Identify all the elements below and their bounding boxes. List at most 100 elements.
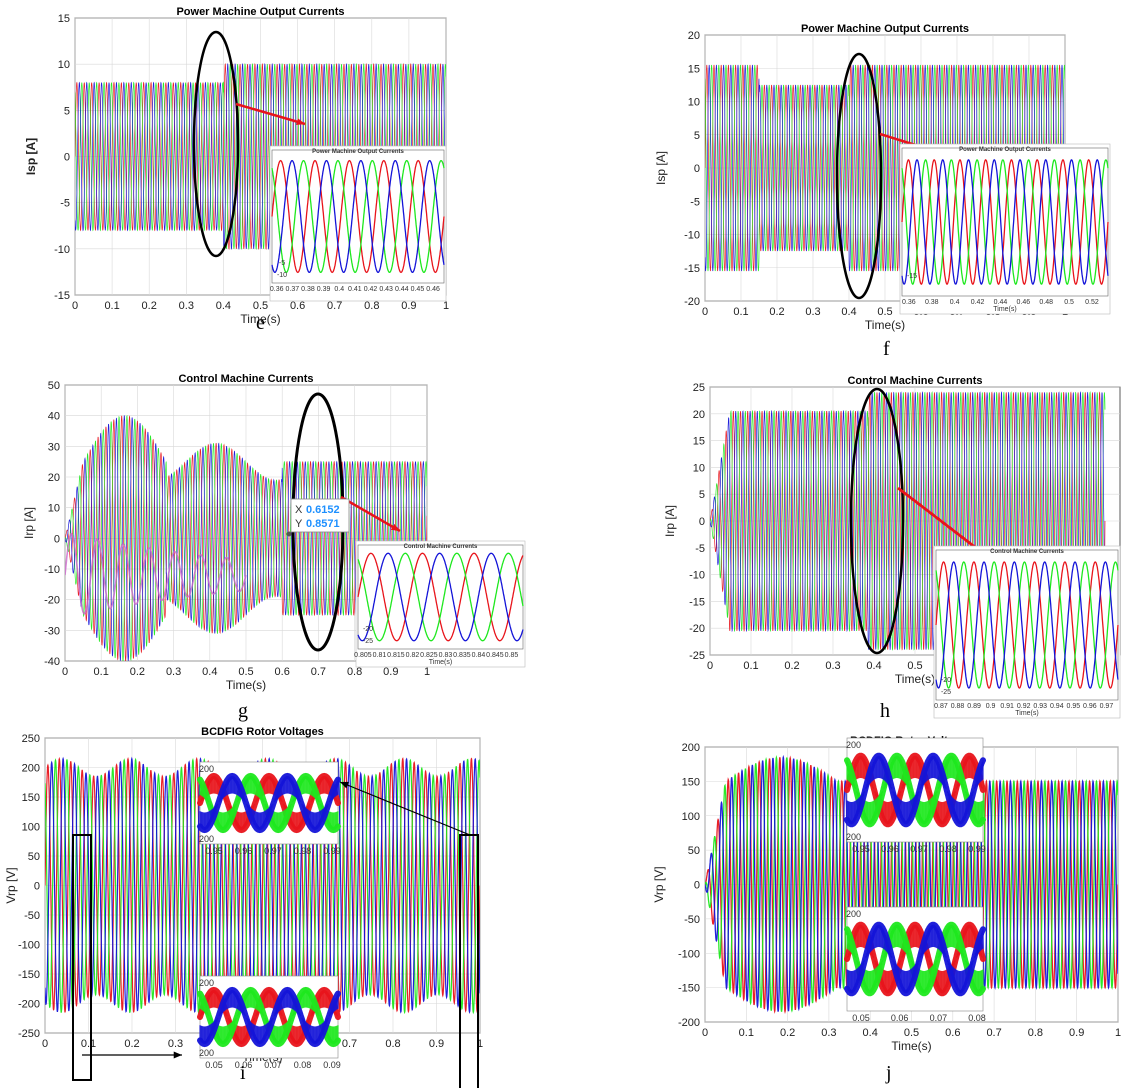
- y-tick-label: 20: [693, 409, 705, 421]
- inset-y-tick: -5: [279, 260, 285, 267]
- inset-x-tick: 0.845: [486, 652, 504, 659]
- y-tick-label: -40: [44, 656, 60, 668]
- inset-x-tick: 0.95: [852, 844, 870, 854]
- y-tick-label: -10: [689, 570, 705, 582]
- inset-x-tick: 0.835: [453, 652, 471, 659]
- y-tick-label: 5: [64, 105, 70, 117]
- x-axis-label: Time(s): [895, 672, 935, 686]
- inset-x-tick: 0.96: [1083, 703, 1097, 710]
- inset-y-tick: -15: [907, 273, 917, 280]
- data-tip-marker: [286, 531, 292, 537]
- arrow-shaft: [339, 781, 471, 836]
- inset-x-tick: 0.37: [286, 286, 300, 293]
- chart-f: 20151050-5-10-15-2000.10.20.30.40.50.60.…: [654, 23, 1111, 332]
- y-tick-label: 0: [694, 163, 700, 175]
- inset-y-tick: 200: [846, 740, 861, 750]
- y-tick-label: 20: [48, 472, 60, 484]
- chart-title: BCDFIG Rotor Voltages: [201, 726, 324, 738]
- x-axis-label: Time(s): [240, 312, 280, 326]
- connector-arrow-bottom: [82, 1051, 182, 1059]
- y-axis-label: Vrp [V]: [4, 867, 18, 903]
- inset-x-tick: 0.41: [348, 286, 362, 293]
- inset-x-tick: 0.93: [1033, 703, 1047, 710]
- inset-x-tick: 0.05: [852, 1013, 870, 1023]
- x-tick-label: 0: [72, 300, 78, 312]
- y-tick-label: 50: [48, 380, 60, 392]
- y-tick-label: 100: [22, 822, 40, 834]
- y-tick-label: 150: [22, 792, 40, 804]
- zoom-inset-bottom: 200 200 0.05 0.06 0.07 0.08 0.09: [197, 975, 341, 1070]
- y-tick-label: 100: [682, 811, 700, 823]
- inset-x-tick: 0.82: [406, 652, 420, 659]
- inset-series: [357, 552, 524, 642]
- y-axis-label: Isp [A]: [654, 151, 668, 185]
- x-tick-label: 0.5: [238, 666, 253, 678]
- y-tick-label: -50: [684, 914, 700, 926]
- x-tick-label: 0.4: [841, 306, 856, 318]
- y-tick-label: -15: [689, 596, 705, 608]
- y-tick-label: -25: [689, 650, 705, 662]
- x-tick-label: 0.5: [877, 306, 892, 318]
- zoom-inset-bottom: 200 0.05 0.06 0.07 0.08: [844, 906, 986, 1023]
- inset-x-tick: 0.81: [373, 652, 387, 659]
- chart-title: Control Machine Currents: [178, 373, 313, 385]
- y-tick-label: -100: [678, 948, 700, 960]
- x-tick-label: 0.8: [364, 300, 379, 312]
- inset-x-tick: 0.44: [395, 286, 409, 293]
- x-tick-label: 0: [42, 1038, 48, 1050]
- caption-i: i: [240, 1062, 246, 1084]
- inset-x-tick: 0.42: [364, 286, 378, 293]
- y-tick-label: -150: [678, 983, 700, 995]
- arrow-head: [296, 118, 305, 126]
- chart-panel-i: 250 200 150 100 50 0 -50 -100 -150 -200 -250 0 0.1 0.…: [0, 725, 560, 1088]
- arrow-head: [391, 523, 400, 531]
- y-tick-label: 200: [22, 763, 40, 775]
- x-tick-label: 0.5: [904, 1027, 919, 1039]
- inset-x-tick: 0.08: [294, 1060, 312, 1070]
- x-tick-label: 0.4: [863, 1027, 878, 1039]
- highlight-ellipse: [835, 52, 883, 300]
- inset-title: Control Machine Currents: [990, 549, 1064, 555]
- inset-series: [935, 561, 1119, 689]
- y-tick-label: 15: [693, 436, 705, 448]
- x-tick-label: 0: [62, 666, 68, 678]
- series-extra-group: [65, 532, 247, 615]
- inset-y-tick: -25: [941, 689, 951, 696]
- series-phase-a: [45, 756, 480, 1014]
- inset-series: [271, 159, 445, 274]
- highlight-ellipse: [192, 30, 240, 258]
- inset-y-tick: 200: [199, 764, 214, 774]
- x-tick-label: 0.5: [907, 660, 922, 672]
- caption-g: g: [238, 700, 248, 722]
- x-tick-label: 0: [702, 1027, 708, 1039]
- inset-series: [271, 160, 445, 273]
- x-tick-label: 0.1: [743, 660, 758, 672]
- x-tick-label: 0: [707, 660, 713, 672]
- chart-panel-h: 25 20 15 10 5 0 -5 -10 -15 -20 -25 0 0.1 0.2 0.3 0.4 0.5…: [600, 362, 1123, 727]
- x-tick-label: 0.2: [780, 1027, 795, 1039]
- x-tick-label: 0.7: [327, 300, 342, 312]
- inset-title: Power Machine Output Currents: [312, 149, 404, 155]
- inset-x-tick: 0.94: [1050, 703, 1064, 710]
- inset-x-tick: 0.4: [334, 286, 344, 293]
- x-tick-label: 0.3: [168, 1038, 183, 1050]
- inset-x-tick: 0.97: [264, 846, 282, 856]
- x-tick-label: 1: [443, 300, 449, 312]
- y-tick-label: 15: [58, 13, 70, 25]
- y-tick-label: 250: [22, 733, 40, 745]
- inset-x-tick: 0.97: [910, 844, 928, 854]
- y-tick-label: 0: [64, 152, 70, 164]
- caption-j: j: [886, 1062, 892, 1084]
- y-tick-label: 15: [688, 63, 700, 75]
- x-tick-label: 0.2: [124, 1038, 139, 1050]
- inset-series: [901, 158, 1109, 286]
- inset-y-tick: 200: [846, 909, 861, 919]
- inset-x-tick: 0.5: [1064, 299, 1074, 306]
- zoom-arrow: [235, 102, 306, 126]
- inset-x-label: Time(s): [993, 306, 1016, 313]
- inset-x-tick: 0.96: [235, 846, 253, 856]
- inset-x-tick: 0.97: [1100, 703, 1114, 710]
